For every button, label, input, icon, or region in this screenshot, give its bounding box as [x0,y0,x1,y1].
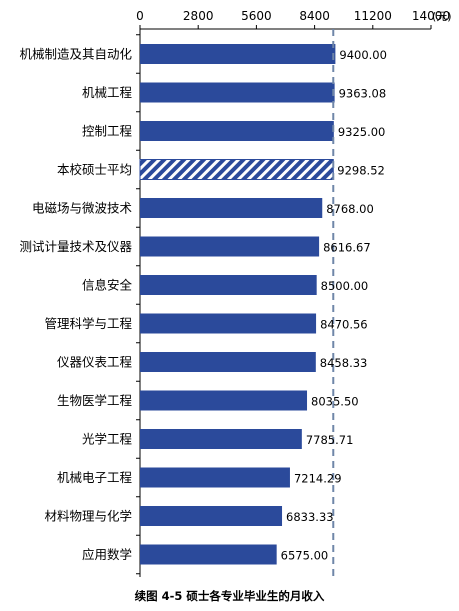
value-label: 7214.29 [294,472,342,486]
x-tick-label: 11200 [354,9,392,23]
category-label: 电磁场与微波技术 [32,201,133,216]
value-label: 9325.00 [338,125,386,139]
unit-label: (元) [432,10,452,23]
bar [140,82,335,103]
bar [140,313,317,334]
value-label: 7785.71 [306,433,354,447]
value-label: 8768.00 [326,202,374,216]
value-label: 9400.00 [339,48,387,62]
value-label: 6575.00 [281,549,329,563]
bar [140,121,334,141]
bar [140,275,317,295]
value-label: 8500.00 [321,279,369,293]
value-label: 9298.52 [337,164,385,178]
x-tick-label: 14000 [412,9,450,23]
bar [140,506,283,526]
bar [140,429,302,449]
category-label: 机械电子工程 [57,470,133,485]
category-label: 机械制造及其自动化 [19,47,132,62]
value-label: 8470.56 [320,318,368,332]
category-label: 光学工程 [82,432,133,447]
category-label: 本校硕士平均 [57,162,132,177]
x-tick-label: 2800 [183,9,214,23]
category-label: 管理科学与工程 [44,316,132,331]
x-tick-label: 8400 [299,9,330,23]
value-label: 9363.08 [339,87,387,101]
value-label: 8458.33 [320,356,368,370]
figure-caption: 续图 4-5 硕士各专业毕业生的月收入 [134,589,325,603]
category-label: 仪器仪表工程 [57,355,133,370]
bar [140,544,277,565]
category-label: 生物医学工程 [57,393,133,408]
value-label: 6833.33 [286,510,334,524]
category-label: 材料物理与化学 [44,509,132,524]
bar-average [139,159,334,180]
x-tick-label: 5600 [241,9,272,23]
bar [140,467,290,488]
bar [140,390,308,411]
category-label: 控制工程 [82,124,133,139]
category-label: 信息安全 [82,278,133,293]
category-label: 机械工程 [82,85,133,100]
bar [140,236,320,257]
value-label: 8035.50 [311,395,359,409]
category-label: 测试计量技术及仪器 [19,239,132,254]
value-label: 8616.67 [323,241,371,255]
category-label: 应用数学 [82,547,132,562]
x-tick-label: 0 [136,9,144,23]
bar [140,198,323,218]
bar [140,352,316,372]
bar [140,44,336,64]
